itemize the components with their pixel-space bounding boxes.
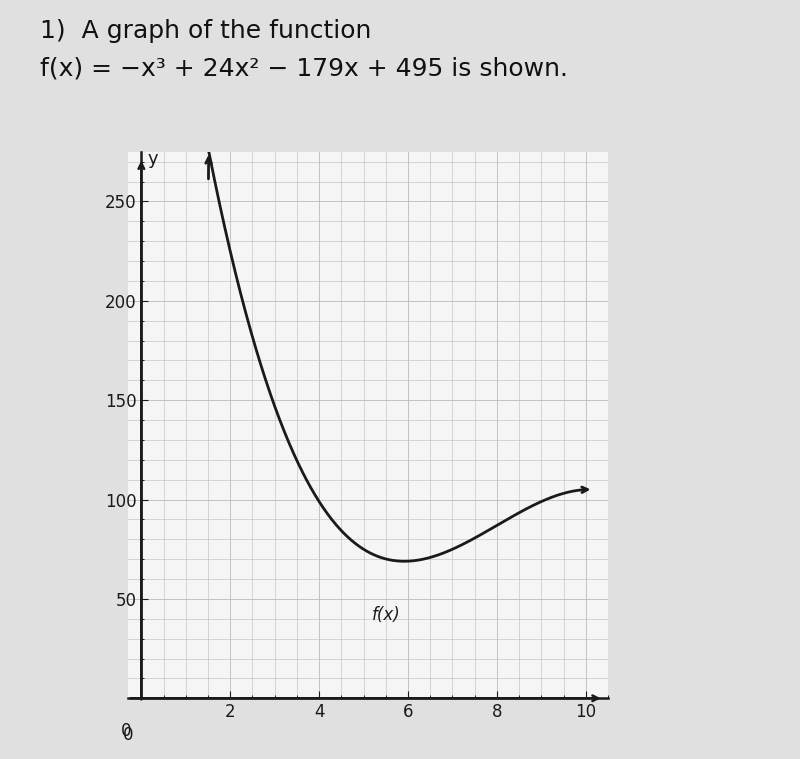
Text: f(x) = −x³ + 24x² − 179x + 495 is shown.: f(x) = −x³ + 24x² − 179x + 495 is shown. xyxy=(40,57,568,81)
Text: f(x): f(x) xyxy=(371,606,400,624)
Text: y: y xyxy=(147,150,158,168)
Text: 0: 0 xyxy=(121,722,131,740)
Text: 0: 0 xyxy=(122,726,134,744)
Text: 1)  A graph of the function: 1) A graph of the function xyxy=(40,19,371,43)
